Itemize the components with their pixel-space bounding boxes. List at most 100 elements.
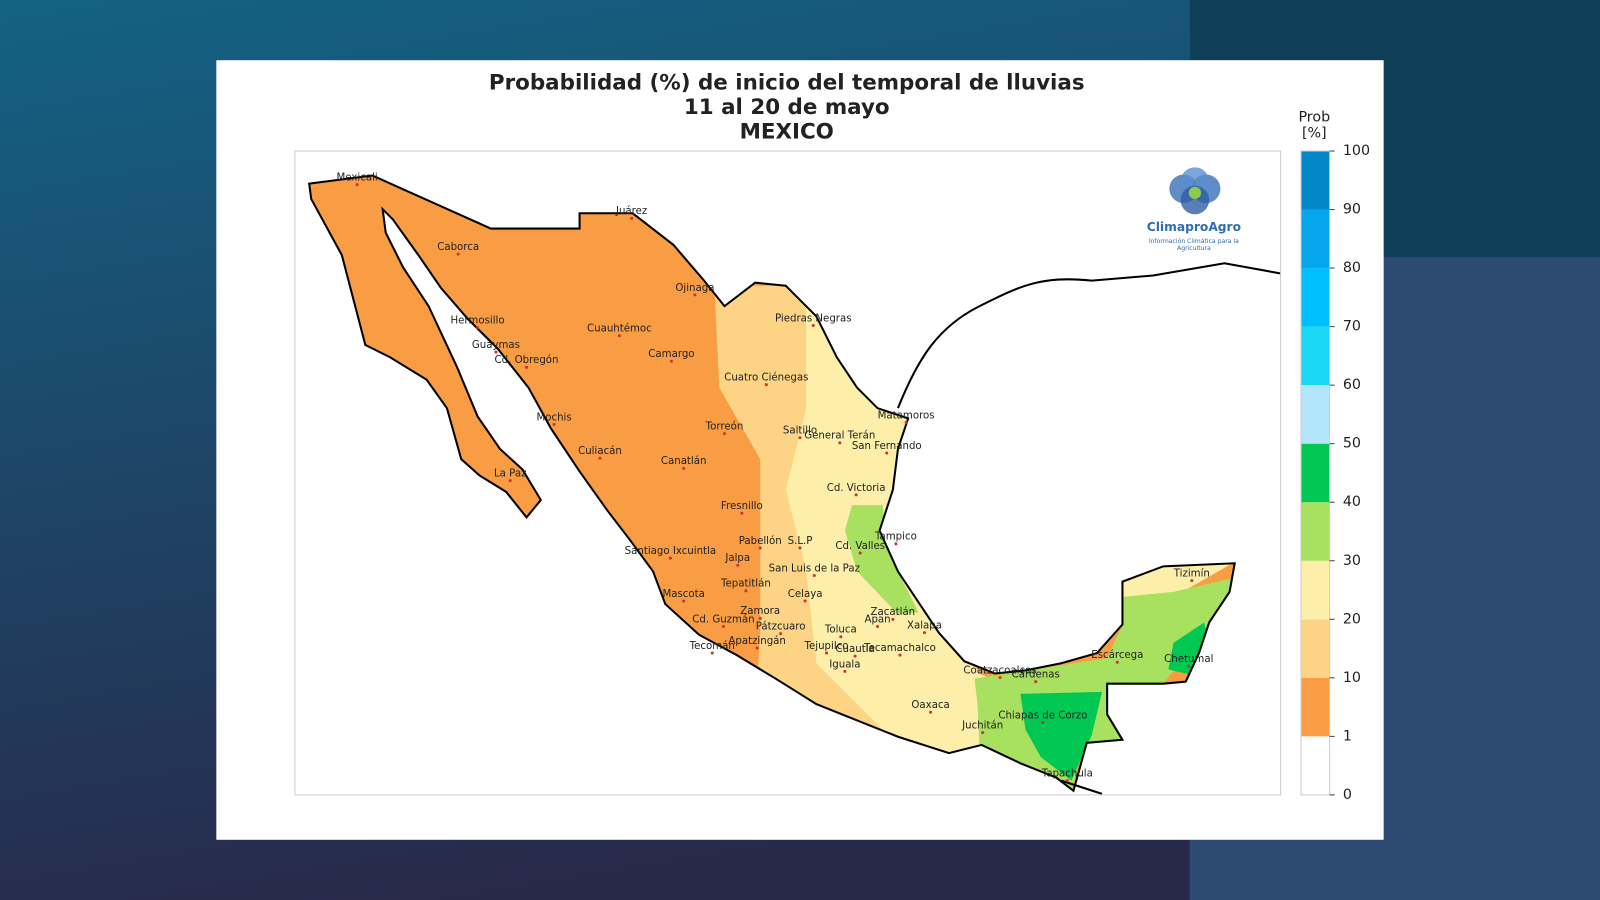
- logo-circle: [1188, 186, 1202, 199]
- city-dot: [736, 563, 740, 567]
- city-label: Saltillo: [783, 426, 817, 437]
- title: MEXICO: [740, 120, 834, 145]
- colorbar-label: Prob: [1298, 109, 1330, 125]
- colorbar: Prob [%] 0 1 10 20 30 40 50 60 70 80 90 100: [1298, 109, 1370, 803]
- city-label: Piedras Negras: [775, 313, 852, 324]
- city-label: Cuauhtémoc: [587, 323, 652, 335]
- city-dot: [764, 383, 768, 387]
- city-label: Apan: [864, 614, 890, 625]
- city-dot: [779, 632, 783, 636]
- colorbar-tick-label: 90: [1343, 202, 1361, 218]
- city-dot: [812, 573, 816, 578]
- city-label: Pátzcuaro: [756, 621, 806, 633]
- city-label: Tecomán: [689, 640, 735, 652]
- city-dot: [1065, 779, 1069, 783]
- city-dot: [598, 456, 602, 460]
- city-dot: [981, 731, 985, 735]
- city-dot: [904, 420, 908, 424]
- coast: [1060, 779, 1103, 795]
- colorbar-segment: [1301, 619, 1330, 678]
- city-dot: [693, 293, 697, 297]
- city-label: Chiapas de Corzo: [998, 710, 1087, 721]
- city-dot: [1034, 680, 1038, 684]
- colorbar-tick-label: 1: [1343, 728, 1352, 744]
- city-dot: [740, 511, 744, 515]
- city-dot: [1115, 660, 1119, 664]
- city-dot: [1187, 664, 1191, 668]
- cities: Mexicali Juárez Caborca Ojinaga Hermosillo Cu…: [337, 173, 1213, 783]
- colorbar-frame: [1300, 150, 1331, 796]
- city-label: Fresnillo: [721, 501, 763, 512]
- city-label: Celaya: [788, 589, 823, 600]
- city-label: Juchitán: [961, 720, 1003, 732]
- city-label: La Paz: [494, 468, 526, 479]
- city-dot: [894, 542, 898, 546]
- city-dot: [552, 422, 556, 427]
- city-dot: [843, 669, 847, 673]
- city-label: Pabellón: [739, 535, 782, 547]
- city-dot: [722, 432, 727, 436]
- city-dot: [798, 546, 802, 550]
- city-label: Torreón: [705, 421, 744, 433]
- colorbar-segment: [1301, 677, 1330, 737]
- city-dot: [617, 334, 621, 338]
- logo-tagline: Información Climática para la: [1149, 237, 1239, 245]
- city-label: San Luis de la Paz: [769, 563, 860, 574]
- city-dot: [998, 676, 1002, 680]
- city-dot: [798, 436, 802, 440]
- city-dot: [758, 616, 762, 620]
- zone: [785, 306, 1235, 776]
- colorbar-segment: [1301, 268, 1330, 327]
- city-label: Oaxaca: [911, 700, 949, 711]
- colorbar-segment: [1301, 151, 1330, 210]
- city-dot: [922, 631, 927, 635]
- colorbar-tick-label: 80: [1343, 260, 1361, 276]
- colorbar-tick-label: 10: [1343, 670, 1361, 686]
- city-dot: [838, 441, 842, 445]
- city-label: Tizimín: [1173, 567, 1210, 579]
- city-dot: [456, 252, 460, 256]
- city-label: Coatzacoalcos: [963, 665, 1036, 676]
- city-dot: [355, 183, 359, 187]
- city-dot: [744, 589, 748, 593]
- city-label: Guaymas: [472, 340, 520, 351]
- city-label: Tampico: [874, 532, 917, 543]
- colorbar-segment: [1301, 326, 1330, 386]
- city-label: Mochis: [536, 412, 571, 423]
- city-dot: [1041, 720, 1045, 724]
- city-label: Cuatro Ciénegas: [724, 372, 808, 384]
- city-dot: [682, 599, 686, 603]
- title: Probabilidad (%) de inicio del temporal …: [489, 71, 1085, 96]
- city-dot: [1190, 579, 1194, 583]
- city-dot: [876, 625, 880, 629]
- city-label: Matamoros: [878, 410, 935, 421]
- colorbar-tick-label: 60: [1343, 377, 1361, 393]
- city-dot: [668, 556, 672, 560]
- city-dot: [854, 493, 858, 497]
- logo-name: ClimaproAgro: [1147, 220, 1241, 234]
- city-dot: [755, 646, 759, 650]
- city-label: Mascota: [662, 589, 704, 600]
- city-label: Toluca: [824, 625, 857, 636]
- colorbar-segment: [1301, 560, 1330, 620]
- city-dot: [630, 216, 634, 220]
- city-dot: [508, 479, 512, 483]
- colorbar-segment: [1301, 443, 1330, 503]
- city-label: Tejupilco: [804, 641, 849, 652]
- zone: [714, 285, 1021, 791]
- city-label: Zamora: [740, 606, 780, 617]
- city-dot: [839, 635, 843, 639]
- city-dot: [891, 617, 895, 621]
- plot-frame: [294, 150, 1282, 796]
- colorbar-label: [%]: [1302, 126, 1327, 142]
- city-label: Cd. Valles: [835, 541, 885, 552]
- city-label: Cuautla: [835, 644, 874, 655]
- colorbar-segment: [1301, 385, 1330, 444]
- city-dot: [669, 359, 673, 363]
- colorbar-tick-label: 30: [1343, 553, 1361, 569]
- city-label: Mexicali: [337, 173, 378, 184]
- colorbar-segment: [1301, 209, 1330, 269]
- zone: [1020, 622, 1213, 781]
- title: 11 al 20 de mayo: [684, 95, 890, 120]
